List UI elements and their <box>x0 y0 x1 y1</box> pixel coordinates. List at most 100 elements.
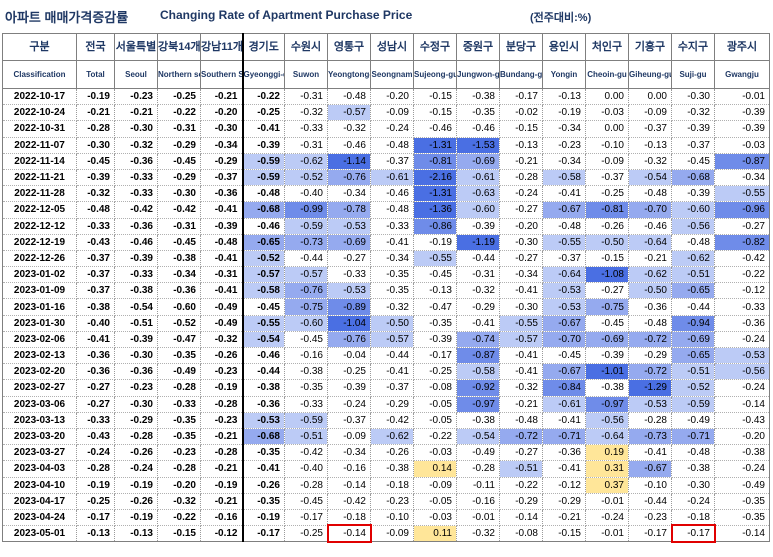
header-ko-9: 수정구 <box>413 33 457 61</box>
value-cell: -0.60 <box>284 315 328 332</box>
value-cell: -0.21 <box>499 153 543 170</box>
value-cell: -0.27 <box>499 201 543 219</box>
value-cell: -0.30 <box>76 137 115 154</box>
value-cell: -0.15 <box>585 250 629 268</box>
value-cell: -0.34 <box>157 266 201 284</box>
value-cell: -0.17 <box>284 509 328 527</box>
value-cell: -0.31 <box>200 266 244 284</box>
value-cell: -1.19 <box>456 234 500 251</box>
value-cell: -0.01 <box>585 525 629 543</box>
value-cell: -0.46 <box>327 137 371 154</box>
value-cell: -0.26 <box>242 477 285 494</box>
value-cell: -0.08 <box>499 525 543 543</box>
value-cell: -0.48 <box>76 201 115 219</box>
value-cell: -0.24 <box>671 493 715 510</box>
row-date: 2023-01-09 <box>2 282 77 300</box>
row-date: 2022-12-26 <box>2 250 77 268</box>
value-cell: -0.97 <box>585 396 629 413</box>
value-cell: -0.45 <box>671 153 715 170</box>
header-en-9: Sujeong-gu <box>413 60 457 89</box>
value-cell: -0.58 <box>542 169 586 187</box>
row-date: 2022-11-14 <box>2 153 77 170</box>
value-cell: -0.13 <box>76 525 115 543</box>
value-cell: -0.12 <box>714 282 770 300</box>
value-cell: -0.19 <box>413 234 457 251</box>
value-cell: -0.71 <box>671 428 715 446</box>
value-cell: -0.37 <box>370 379 414 397</box>
value-cell: -0.38 <box>585 379 629 397</box>
value-cell: -0.37 <box>76 266 115 284</box>
value-cell: -0.76 <box>327 331 371 349</box>
header-row-korean: 구분 전국 서울특별 강북14개 강남11개 경기도 수원시 영통구 성남시 수정구 중원구 분당구 용… <box>2 33 770 61</box>
value-cell: -0.29 <box>499 493 543 510</box>
table-row: 2022-11-07 -0.30 -0.32 -0.29 -0.34 -0.39 -0.31… <box>2 137 770 154</box>
value-cell: -0.40 <box>284 185 328 203</box>
value-cell: -0.35 <box>242 493 285 510</box>
value-cell: -0.48 <box>242 185 285 203</box>
row-date: 2022-10-24 <box>2 104 77 122</box>
value-cell: -0.30 <box>671 88 715 106</box>
value-cell: -0.28 <box>76 460 115 478</box>
value-cell: -0.67 <box>542 315 586 332</box>
header-en-6: Suwon <box>284 60 328 89</box>
value-cell: -0.01 <box>714 88 770 106</box>
header-en-11: Bundang-gu <box>499 60 543 89</box>
table-row: 2023-04-10 -0.19 -0.19 -0.20 -0.19 -0.26 -0.28… <box>2 477 770 494</box>
value-cell: -0.29 <box>542 493 586 510</box>
title-english: Changing Rate of Apartment Purchase Pric… <box>160 8 413 22</box>
value-cell: -0.37 <box>76 250 115 268</box>
value-cell: -0.20 <box>370 88 414 106</box>
header-en-15: Suji-gu <box>671 60 715 89</box>
value-cell: -0.39 <box>671 185 715 203</box>
value-cell: -0.22 <box>157 104 201 122</box>
value-cell: -0.37 <box>542 250 586 268</box>
value-cell: -0.48 <box>671 234 715 251</box>
value-cell: -0.21 <box>200 493 244 510</box>
value-cell: -0.37 <box>671 137 715 154</box>
header-ko-15: 수지구 <box>671 33 715 61</box>
value-cell: -0.09 <box>585 153 629 170</box>
value-cell: -0.27 <box>499 250 543 268</box>
value-cell: -0.53 <box>542 282 586 300</box>
value-cell: -0.31 <box>157 218 201 235</box>
title-unit: (전주대비:%) <box>530 12 592 24</box>
value-cell: -0.16 <box>200 509 244 527</box>
value-cell: -0.35 <box>456 104 500 122</box>
value-cell: -0.37 <box>76 282 115 300</box>
value-cell: -0.20 <box>200 104 244 122</box>
price-change-table: 구분 전국 서울특별 강북14개 강남11개 경기도 수원시 영통구 성남시 수정구 중원구 분당구 용… <box>2 33 770 543</box>
value-cell: -0.45 <box>585 315 629 332</box>
value-cell: -0.76 <box>284 282 328 300</box>
value-cell: -0.37 <box>327 412 371 429</box>
value-cell: -0.39 <box>413 331 457 349</box>
value-cell: -0.61 <box>370 169 414 187</box>
value-cell: -0.10 <box>370 509 414 527</box>
value-cell: 0.14 <box>413 460 457 478</box>
value-cell: -0.45 <box>76 153 115 170</box>
value-cell: -0.34 <box>542 120 586 138</box>
value-cell: -0.45 <box>242 298 285 316</box>
value-cell: -0.41 <box>76 331 115 349</box>
value-cell: -0.19 <box>114 509 158 527</box>
value-cell: -0.33 <box>76 412 115 429</box>
value-cell: -0.70 <box>542 331 586 349</box>
value-cell: -0.48 <box>628 185 672 203</box>
header-ko-16: 광주시 <box>714 33 770 61</box>
value-cell: -0.30 <box>114 347 158 365</box>
value-cell: -0.35 <box>157 412 201 429</box>
value-cell: -0.18 <box>327 509 371 527</box>
value-cell: -0.39 <box>714 120 770 138</box>
value-cell: -0.52 <box>671 379 715 397</box>
value-cell: 0.00 <box>628 88 672 106</box>
value-cell: -0.22 <box>242 88 285 106</box>
value-cell: -0.24 <box>499 185 543 203</box>
header-en-5: Gyeonggi-do <box>242 60 285 89</box>
value-cell: -0.13 <box>413 282 457 300</box>
value-cell: -0.35 <box>242 444 285 462</box>
value-cell: -0.34 <box>499 266 543 284</box>
value-cell: -0.16 <box>284 347 328 365</box>
row-date: 2022-11-21 <box>2 169 77 187</box>
value-cell: -0.38 <box>456 88 500 106</box>
value-cell: -0.51 <box>114 315 158 332</box>
row-date: 2023-03-06 <box>2 396 77 413</box>
